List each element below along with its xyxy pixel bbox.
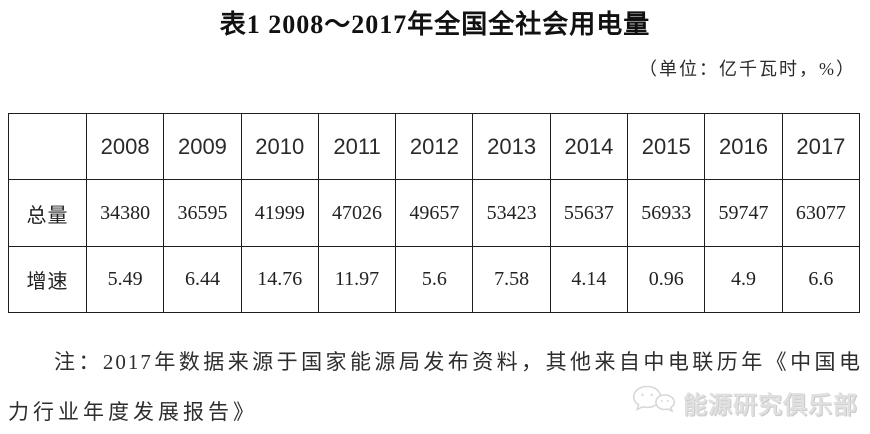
growth-value: 14.76 xyxy=(240,246,319,313)
total-value: 56933 xyxy=(627,179,706,247)
page-title: 表1 2008～2017年全国全社会用电量 xyxy=(219,10,651,39)
total-value: 49657 xyxy=(395,179,474,247)
table-row-growth: 增速 5.49 6.44 14.76 11.97 5.6 7.58 4.14 0… xyxy=(8,246,861,313)
total-value: 36595 xyxy=(163,179,242,247)
year-header: 2008 xyxy=(85,113,165,180)
row-label-growth: 增速 xyxy=(8,246,87,313)
growth-value: 5.49 xyxy=(85,246,165,313)
growth-value: 0.96 xyxy=(627,246,706,313)
total-value: 47026 xyxy=(317,179,397,247)
year-header: 2013 xyxy=(472,113,551,180)
total-value: 55637 xyxy=(549,179,629,247)
growth-value: 11.97 xyxy=(317,246,397,313)
unit-note: （单位：亿千瓦时，%） xyxy=(639,59,856,79)
year-header: 2015 xyxy=(627,113,706,180)
growth-value: 6.6 xyxy=(781,246,861,313)
year-header: 2017 xyxy=(781,113,861,180)
year-header: 2009 xyxy=(163,113,242,180)
total-value: 41999 xyxy=(240,179,319,247)
table-header-row: 2008 2009 2010 2011 2012 2013 2014 2015 … xyxy=(8,113,861,180)
growth-value: 5.6 xyxy=(395,246,474,313)
year-header: 2011 xyxy=(317,113,397,180)
total-value: 59747 xyxy=(704,179,783,247)
growth-value: 4.14 xyxy=(549,246,629,313)
total-value: 34380 xyxy=(85,179,165,247)
watermark-label: 能源研究俱乐部 xyxy=(683,391,858,419)
year-header: 2012 xyxy=(395,113,474,180)
growth-value: 6.44 xyxy=(163,246,242,313)
year-header: 2016 xyxy=(704,113,783,180)
source-note-line-2: 力行业年度发展报告》 xyxy=(8,400,258,424)
chat-bubbles-icon xyxy=(631,384,677,420)
source-note-line-1: 注：2017年数据来源于国家能源局发布资料，其他来自中电联历年《中国电 xyxy=(54,350,862,374)
corner-cell xyxy=(8,113,87,180)
year-header: 2014 xyxy=(549,113,629,180)
electricity-consumption-table: 2008 2009 2010 2011 2012 2013 2014 2015 … xyxy=(8,113,861,313)
year-header: 2010 xyxy=(240,113,319,180)
total-value: 53423 xyxy=(472,179,551,247)
growth-value: 7.58 xyxy=(472,246,551,313)
total-value: 63077 xyxy=(781,179,861,247)
table-row-total: 总量 34380 36595 41999 47026 49657 53423 5… xyxy=(8,179,861,247)
row-label-total: 总量 xyxy=(8,179,87,247)
growth-value: 4.9 xyxy=(704,246,783,313)
watermark: 能源研究俱乐部 xyxy=(631,384,858,420)
